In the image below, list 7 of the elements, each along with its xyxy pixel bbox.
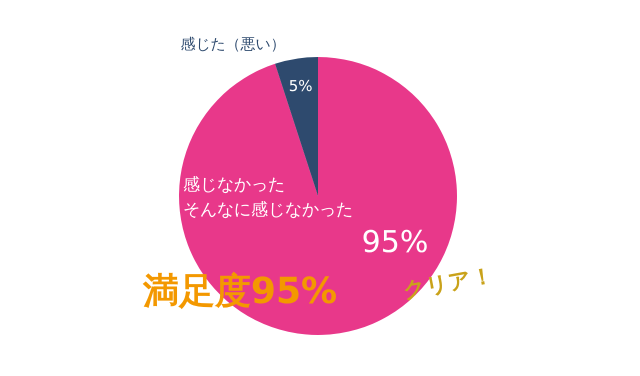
- slice-label: 感じなかった: [183, 175, 285, 195]
- text: 満足度95%: [142, 271, 338, 312]
- text: クリア！: [401, 263, 496, 304]
- data-label: 5%: [288, 77, 313, 96]
- data-label: 95%: [362, 225, 428, 260]
- slice-label: 感じた（悪い）: [180, 34, 286, 53]
- text: そんなに感じなかった: [183, 200, 353, 220]
